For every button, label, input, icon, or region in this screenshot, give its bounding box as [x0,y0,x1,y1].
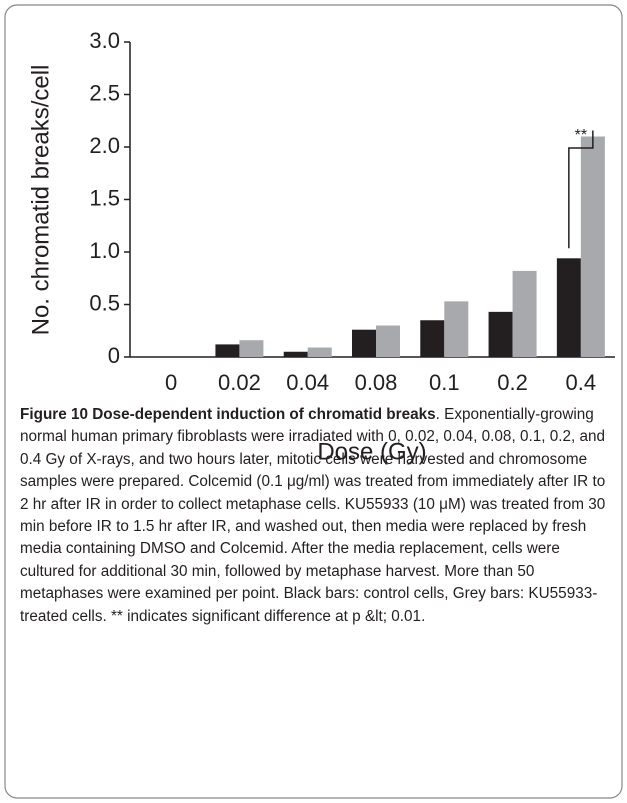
y-tick-label: 3.0 [89,28,120,53]
y-tick-label: 0 [108,343,120,368]
caption-body: . Exponentially-growing normal human pri… [20,406,606,625]
x-tick-label: 0.2 [497,370,528,395]
bar [352,329,376,357]
figure-border [4,4,623,799]
bar [420,320,445,357]
x-tick-label: 0 [165,370,177,395]
bar [488,311,513,357]
x-tick-label: 0.1 [429,370,460,395]
y-tick-label: 1.5 [89,185,120,210]
bar [376,325,400,357]
y-tick-label: 1.0 [89,238,120,263]
bar [239,340,264,357]
x-tick-label: 0.4 [566,370,597,395]
caption-title: Figure 10 Dose-dependent induction of ch… [20,406,436,423]
bar [444,301,469,357]
y-axis-label: No. chromatid breaks/cell [27,65,54,336]
caption: Figure 10 Dose-dependent induction of ch… [20,404,616,628]
annotation: ** [575,127,587,144]
bar [512,270,537,357]
y-tick-label: 0.5 [89,290,120,315]
significance-bracket [568,130,594,249]
x-tick-label: 0.04 [286,370,329,395]
bar [283,351,308,357]
bar [556,258,581,357]
x-tick-label: 0.08 [355,370,398,395]
bar [580,136,605,357]
bar [307,347,332,357]
y-tick-label: 2.5 [89,80,120,105]
x-axis-label: Dose (Gy) [317,438,426,465]
bar [215,344,240,357]
y-tick-label: 2.0 [89,133,120,158]
x-tick-label: 0.02 [218,370,261,395]
